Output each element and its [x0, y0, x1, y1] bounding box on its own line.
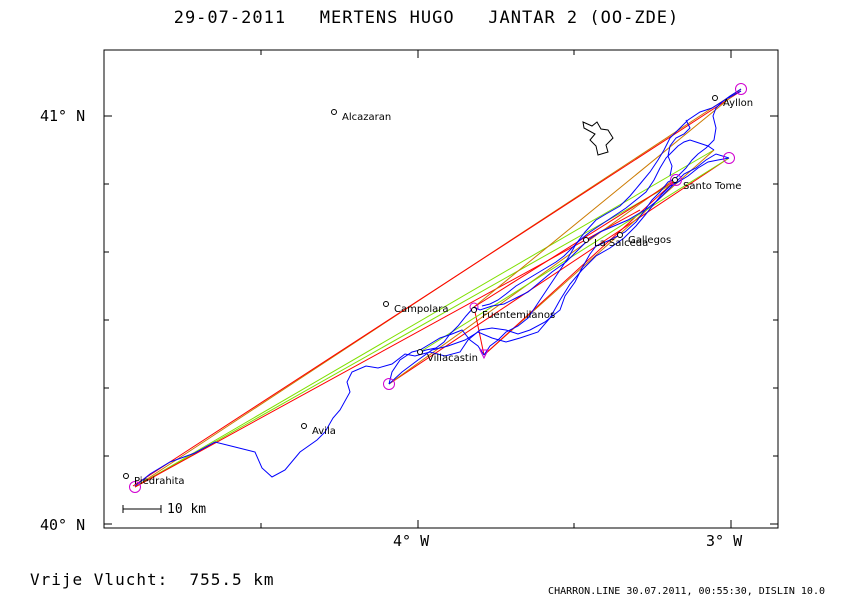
- turnpoint-marker: [129, 481, 141, 493]
- town-label: Gallegos: [628, 235, 671, 246]
- town-marker: [123, 473, 129, 479]
- flight-track: [134, 88, 742, 487]
- lake-outline: [582, 121, 614, 156]
- task-leg: [134, 182, 675, 488]
- town-label: Santo Tome: [683, 181, 741, 192]
- lat-label-41: 41° N: [40, 107, 85, 125]
- turnpoint-marker: [670, 174, 682, 186]
- town-label: La Salceda: [594, 238, 648, 249]
- town-marker: [712, 95, 718, 101]
- town-label: Alcazaran: [342, 112, 391, 123]
- lon-label-3w: 3° W: [706, 532, 743, 550]
- scale-bar-label: 10 km: [167, 502, 206, 517]
- task-leg: [473, 179, 677, 308]
- lon-label-4w: 4° W: [393, 532, 430, 550]
- town-markers: [123, 95, 718, 479]
- town-marker: [617, 232, 623, 238]
- town-marker: [417, 349, 423, 355]
- tick-marks: [104, 50, 778, 528]
- town-marker: [301, 423, 307, 429]
- town-label: Villacastin: [427, 353, 478, 364]
- task-leg: [134, 209, 641, 488]
- turnpoints: [129, 83, 747, 493]
- credit-line: CHARRON.LINE 30.07.2011, 00:55:30, DISLI…: [548, 586, 825, 597]
- task-legs: [132, 88, 742, 488]
- map-frame: [103, 49, 779, 529]
- lat-label-40: 40° N: [40, 516, 85, 534]
- town-marker: [471, 307, 477, 313]
- task-leg: [134, 149, 715, 488]
- town-label: Fuentemilanos: [482, 310, 555, 321]
- town-marker: [672, 177, 678, 183]
- task-leg: [473, 88, 742, 308]
- turnpoint-marker: [723, 152, 735, 164]
- town-label: Piedrahita: [134, 476, 185, 487]
- task-leg: [419, 157, 730, 353]
- town-label: Campolara: [394, 304, 448, 315]
- scale-bar: [122, 505, 162, 513]
- chart-title: 29-07-2011 MERTENS HUGO JANTAR 2 (OO-ZDE…: [173, 8, 680, 28]
- turnpoint-marker: [383, 378, 395, 390]
- town-marker: [331, 109, 337, 115]
- task-leg: [483, 149, 715, 356]
- distance-readout: Vrije Vlucht: 755.5 km: [30, 570, 275, 589]
- town-marker: [383, 301, 389, 307]
- task-leg: [483, 179, 677, 356]
- town-label: Ayllon: [723, 98, 753, 109]
- town-label: Avila: [312, 426, 336, 437]
- turnpoint-marker: [735, 83, 747, 95]
- task-leg: [132, 90, 742, 487]
- turnpoint-marker: [479, 349, 489, 360]
- town-marker: [583, 237, 589, 243]
